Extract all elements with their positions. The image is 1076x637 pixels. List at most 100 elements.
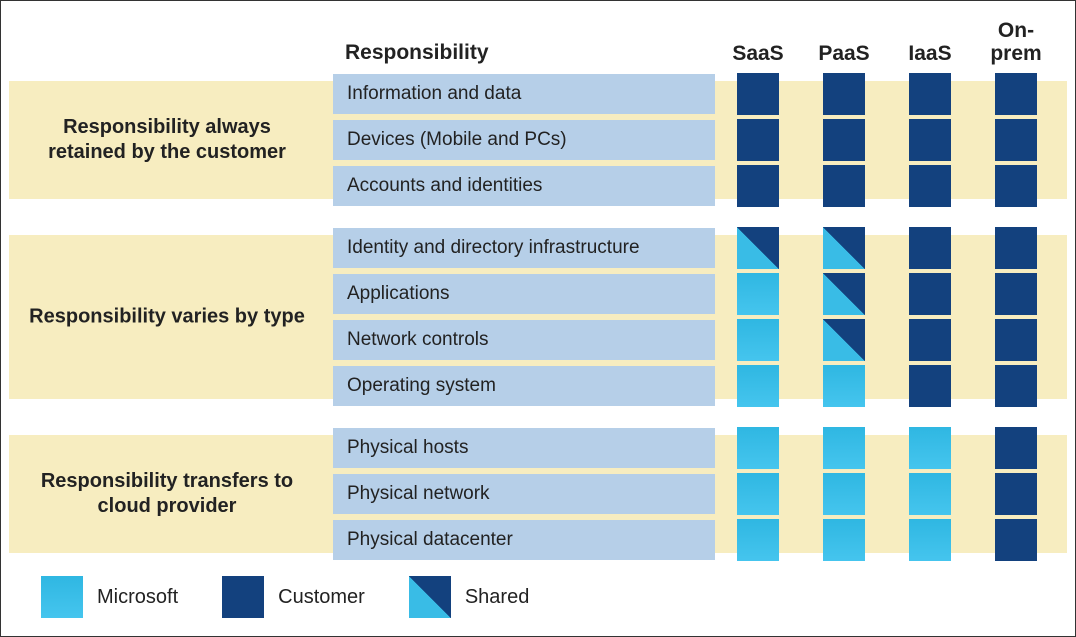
matrix-row: Physical datacenter: [1, 517, 1075, 563]
shared-box-icon: [823, 319, 865, 361]
group-section: Responsibility varies by type Identity an…: [1, 225, 1075, 409]
ms-box-icon: [823, 473, 865, 515]
cust-box-icon: [909, 165, 951, 207]
cust-box-icon: [995, 519, 1037, 561]
service-cell: [887, 425, 973, 471]
responsibility-cell: Information and data: [333, 74, 715, 114]
cust-box-icon: [909, 119, 951, 161]
legend-item: Microsoft: [41, 576, 178, 618]
cust-box-icon: [909, 365, 951, 407]
grid: Responsibility SaaS PaaS IaaS On-prem Re…: [1, 1, 1075, 579]
header-saas: SaaS: [715, 42, 801, 71]
ms-box-icon: [909, 427, 951, 469]
legend-item: Customer: [222, 576, 365, 618]
service-cell: [715, 117, 801, 163]
ms-box-icon: [737, 319, 779, 361]
cust-box-icon: [909, 73, 951, 115]
responsibility-cell: Physical datacenter: [333, 520, 715, 560]
responsibility-cell: Identity and directory infrastructure: [333, 228, 715, 268]
cust-box-icon: [909, 273, 951, 315]
matrix-row: Accounts and identities: [1, 163, 1075, 209]
header-iaas: IaaS: [887, 42, 973, 71]
service-cell: [801, 471, 887, 517]
service-cell: [801, 71, 887, 117]
cust-box-icon: [737, 73, 779, 115]
service-cell: [715, 425, 801, 471]
responsibility-cell: Applications: [333, 274, 715, 314]
service-cell: [715, 471, 801, 517]
ms-box-icon: [737, 273, 779, 315]
service-cell: [801, 163, 887, 209]
matrix-body: Responsibility always retained by the cu…: [1, 71, 1075, 563]
shared-box-icon: [823, 227, 865, 269]
service-cell: [801, 225, 887, 271]
matrix-row: Identity and directory infrastructure: [1, 225, 1075, 271]
group-label: Responsibility always retained by the cu…: [1, 115, 333, 165]
group-label: Responsibility transfers to cloud provid…: [1, 469, 333, 519]
group-section: Responsibility transfers to cloud provid…: [1, 425, 1075, 563]
service-cell: [887, 363, 973, 409]
service-cell: [887, 225, 973, 271]
service-cell: [801, 425, 887, 471]
responsibility-cell: Operating system: [333, 366, 715, 406]
shared-box-icon: [737, 227, 779, 269]
ms-box-icon: [737, 519, 779, 561]
legend-item: Shared: [409, 576, 530, 618]
responsibility-cell: Physical hosts: [333, 428, 715, 468]
service-cell: [973, 71, 1059, 117]
cust-box-icon: [995, 119, 1037, 161]
matrix-row: Physical hosts: [1, 425, 1075, 471]
header-onprem: On-prem: [973, 19, 1059, 71]
legend-label: Shared: [465, 586, 530, 609]
ms-swatch-icon: [41, 576, 83, 618]
ms-box-icon: [737, 365, 779, 407]
cust-box-icon: [995, 427, 1037, 469]
legend-label: Microsoft: [97, 586, 178, 609]
header-paas: PaaS: [801, 42, 887, 71]
responsibility-cell: Accounts and identities: [333, 166, 715, 206]
service-cell: [973, 471, 1059, 517]
service-cell: [973, 317, 1059, 363]
cust-box-icon: [995, 73, 1037, 115]
cust-box-icon: [909, 227, 951, 269]
service-cell: [973, 425, 1059, 471]
ms-box-icon: [909, 473, 951, 515]
ms-box-icon: [823, 365, 865, 407]
shared-box-icon: [823, 273, 865, 315]
service-cell: [887, 517, 973, 563]
service-cell: [715, 517, 801, 563]
responsibility-cell: Devices (Mobile and PCs): [333, 120, 715, 160]
service-cell: [715, 225, 801, 271]
legend-label: Customer: [278, 586, 365, 609]
cust-box-icon: [737, 165, 779, 207]
service-cell: [887, 163, 973, 209]
service-cell: [887, 471, 973, 517]
ms-box-icon: [737, 427, 779, 469]
service-cell: [801, 517, 887, 563]
service-cell: [973, 117, 1059, 163]
cust-box-icon: [995, 319, 1037, 361]
ms-box-icon: [823, 519, 865, 561]
service-cell: [973, 517, 1059, 563]
cust-box-icon: [823, 165, 865, 207]
responsibility-matrix: Responsibility SaaS PaaS IaaS On-prem Re…: [0, 0, 1076, 637]
service-cell: [715, 317, 801, 363]
service-cell: [973, 363, 1059, 409]
cust-swatch-icon: [222, 576, 264, 618]
legend: Microsoft Customer Shared: [41, 576, 529, 618]
cust-box-icon: [909, 319, 951, 361]
service-cell: [887, 117, 973, 163]
cust-box-icon: [995, 165, 1037, 207]
header-responsibility: Responsibility: [333, 41, 715, 71]
service-cell: [887, 317, 973, 363]
cust-box-icon: [737, 119, 779, 161]
cust-box-icon: [995, 473, 1037, 515]
matrix-row: Information and data: [1, 71, 1075, 117]
header-row: Responsibility SaaS PaaS IaaS On-prem: [1, 1, 1075, 71]
responsibility-cell: Physical network: [333, 474, 715, 514]
service-cell: [973, 271, 1059, 317]
cust-box-icon: [995, 273, 1037, 315]
service-cell: [715, 163, 801, 209]
group-label: Responsibility varies by type: [1, 305, 333, 330]
service-cell: [801, 117, 887, 163]
